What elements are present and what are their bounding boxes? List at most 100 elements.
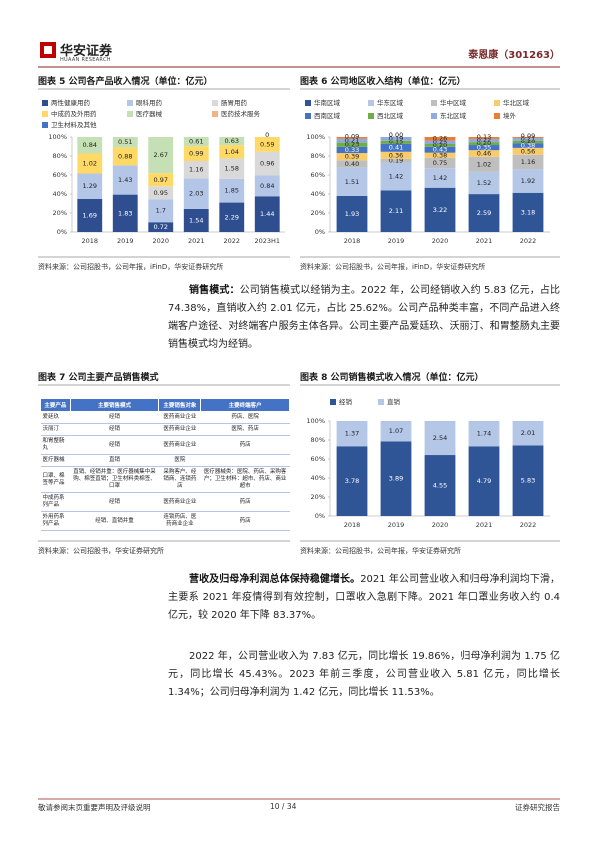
value-label: 0.56 — [521, 147, 535, 155]
bar-segment — [512, 137, 544, 139]
legend-swatch — [431, 100, 437, 106]
bar-segment — [380, 162, 412, 191]
company-name: 泰恩康（301263） — [468, 50, 560, 61]
legend-label: 中成药及外用药 — [51, 109, 97, 118]
value-label: 1.16 — [521, 158, 535, 166]
value-label: 0.84 — [260, 182, 274, 190]
value-label: 0.00 — [389, 131, 403, 139]
y-tick-label: 20% — [311, 209, 325, 217]
footer-label: 证券研究报告 — [515, 803, 560, 812]
y-tick-label: 80% — [311, 152, 325, 160]
x-tick-label: 2018 — [344, 237, 361, 245]
bar-segment — [336, 446, 368, 516]
bar-segment — [183, 146, 209, 162]
y-tick-label: 100% — [48, 133, 67, 141]
bar-segment — [183, 208, 209, 232]
bar-segment — [112, 147, 138, 166]
value-label: 0.20 — [477, 139, 491, 147]
bar-segment — [336, 160, 368, 168]
x-tick-label: 2022 — [520, 521, 537, 529]
bar-segment — [468, 421, 500, 447]
x-tick-label: 2018 — [81, 237, 98, 245]
legend-swatch — [494, 100, 500, 106]
bar-segment — [380, 137, 412, 141]
legend-swatch — [42, 122, 48, 128]
bar-segment — [468, 156, 500, 172]
table-cell: 医药商业企业 — [158, 411, 201, 424]
table-cell: 医药商业企业 — [158, 492, 201, 512]
table-header-cell: 主要终端客户 — [200, 398, 290, 412]
bar-segment — [336, 146, 368, 154]
logo-subtext: HUAAN RESEARCH — [60, 57, 111, 63]
bar-segment — [112, 137, 138, 148]
bar-segment — [468, 150, 500, 157]
bar-segment — [468, 194, 500, 232]
table-row: 和胃整肠丸 经销 医药商业企业 药店 — [40, 435, 290, 455]
y-tick-label: 80% — [53, 152, 67, 160]
paragraph: 销售模式：公司销售模式以经销为主。2022 年，公司经销收入约 5.83 亿元，… — [168, 282, 560, 354]
y-tick-label: 20% — [53, 209, 67, 217]
legend-swatch — [378, 399, 384, 405]
table-cell: 沃丽汀 — [40, 423, 71, 436]
footer-note: 敬请参阅末页重要声明及评级说明 — [38, 803, 151, 812]
table-row: 外用药系列产品 经销、直销并重 连锁药店、医药商业企业 药店 — [40, 511, 290, 531]
table-cell: 外用药系列产品 — [40, 511, 71, 531]
value-label: 1.02 — [83, 159, 97, 167]
table-cell: 爱廷玖 — [40, 411, 71, 424]
y-tick-label: 0% — [315, 512, 325, 520]
table-cell: 直销、经销并重：医疗器械集中采购、棉签直销；卫生材料类棉签、口罩 — [70, 466, 159, 493]
value-label: 2.59 — [477, 209, 491, 217]
bar-segment — [512, 445, 544, 516]
value-label: 1.42 — [433, 174, 447, 182]
table-header-cell: 主要产品 — [40, 398, 71, 412]
bar-segment — [512, 140, 544, 144]
value-label: 1.74 — [477, 430, 491, 438]
y-tick-label: 60% — [53, 171, 67, 179]
bar-segment — [148, 199, 174, 223]
paragraph: 2022 年，公司营业收入为 7.83 亿元，同比增长 19.86%，归母净利润… — [168, 648, 560, 702]
bar-segment — [336, 195, 368, 232]
value-label: 0.72 — [154, 223, 168, 231]
x-tick-label: 2022 — [520, 237, 537, 245]
value-label: 0.36 — [389, 151, 403, 159]
bar-segment — [148, 173, 174, 187]
table-cell: 医药商业企业 — [158, 435, 201, 455]
value-label: 0.51 — [118, 138, 132, 146]
table-cell: 连锁药店、医药商业企业 — [158, 511, 201, 531]
table-header-row: 主要产品 主要销售模式 主要销售对象 主要终端客户 — [40, 398, 290, 412]
value-label: 0.09 — [521, 132, 535, 140]
y-tick-label: 100% — [306, 417, 325, 425]
bar-segment — [183, 137, 209, 147]
paragraph-text: 2021 年公司营业收入和归母净利润均下滑，主要系 2021 年疫情得到有效控制… — [168, 574, 560, 621]
bar-segment — [380, 421, 412, 442]
bar-segment — [512, 169, 544, 193]
bar-segment — [183, 161, 209, 179]
bar-segment — [512, 143, 544, 148]
bar-segment — [380, 190, 412, 232]
value-label: 2.01 — [521, 429, 535, 437]
value-label: 1.85 — [225, 187, 239, 195]
figure-source: 资料来源：公司招股书，公司年报，iFinD，华安证券研究所 — [38, 263, 224, 271]
value-label: 0.95 — [154, 189, 168, 197]
value-label: 3.22 — [433, 206, 447, 214]
value-label: 0.97 — [154, 176, 168, 184]
bar-segment — [512, 421, 544, 446]
value-label: 1.43 — [118, 176, 132, 184]
y-tick-label: 100% — [306, 133, 325, 141]
value-label: 0.59 — [260, 140, 274, 148]
y-tick-label: 40% — [53, 190, 67, 198]
table-cell: 直销 — [70, 454, 159, 467]
figure-source: 资料来源：公司招股书，华安证券研究所 — [38, 547, 164, 555]
x-tick-label: 2019 — [117, 237, 134, 245]
table-cell: 中成药系列产品 — [40, 492, 71, 512]
table-cell: 药店、医院 — [200, 411, 290, 424]
figure-source: 资料来源：公司招股书，公司年报，iFinD，华安证券研究所 — [300, 263, 486, 271]
bar-segment — [77, 198, 103, 232]
legend-label: 境外 — [503, 111, 517, 120]
table-cell: 经销 — [70, 423, 159, 436]
table-cell: 医疗器械类：医院、药店、采购客户；卫生材料：超市、药店、商业超市 — [200, 466, 290, 493]
x-tick-label: 2021 — [476, 237, 493, 245]
legend-swatch — [305, 113, 311, 119]
value-label: 0.41 — [389, 144, 403, 152]
y-tick-label: 0% — [57, 228, 67, 236]
